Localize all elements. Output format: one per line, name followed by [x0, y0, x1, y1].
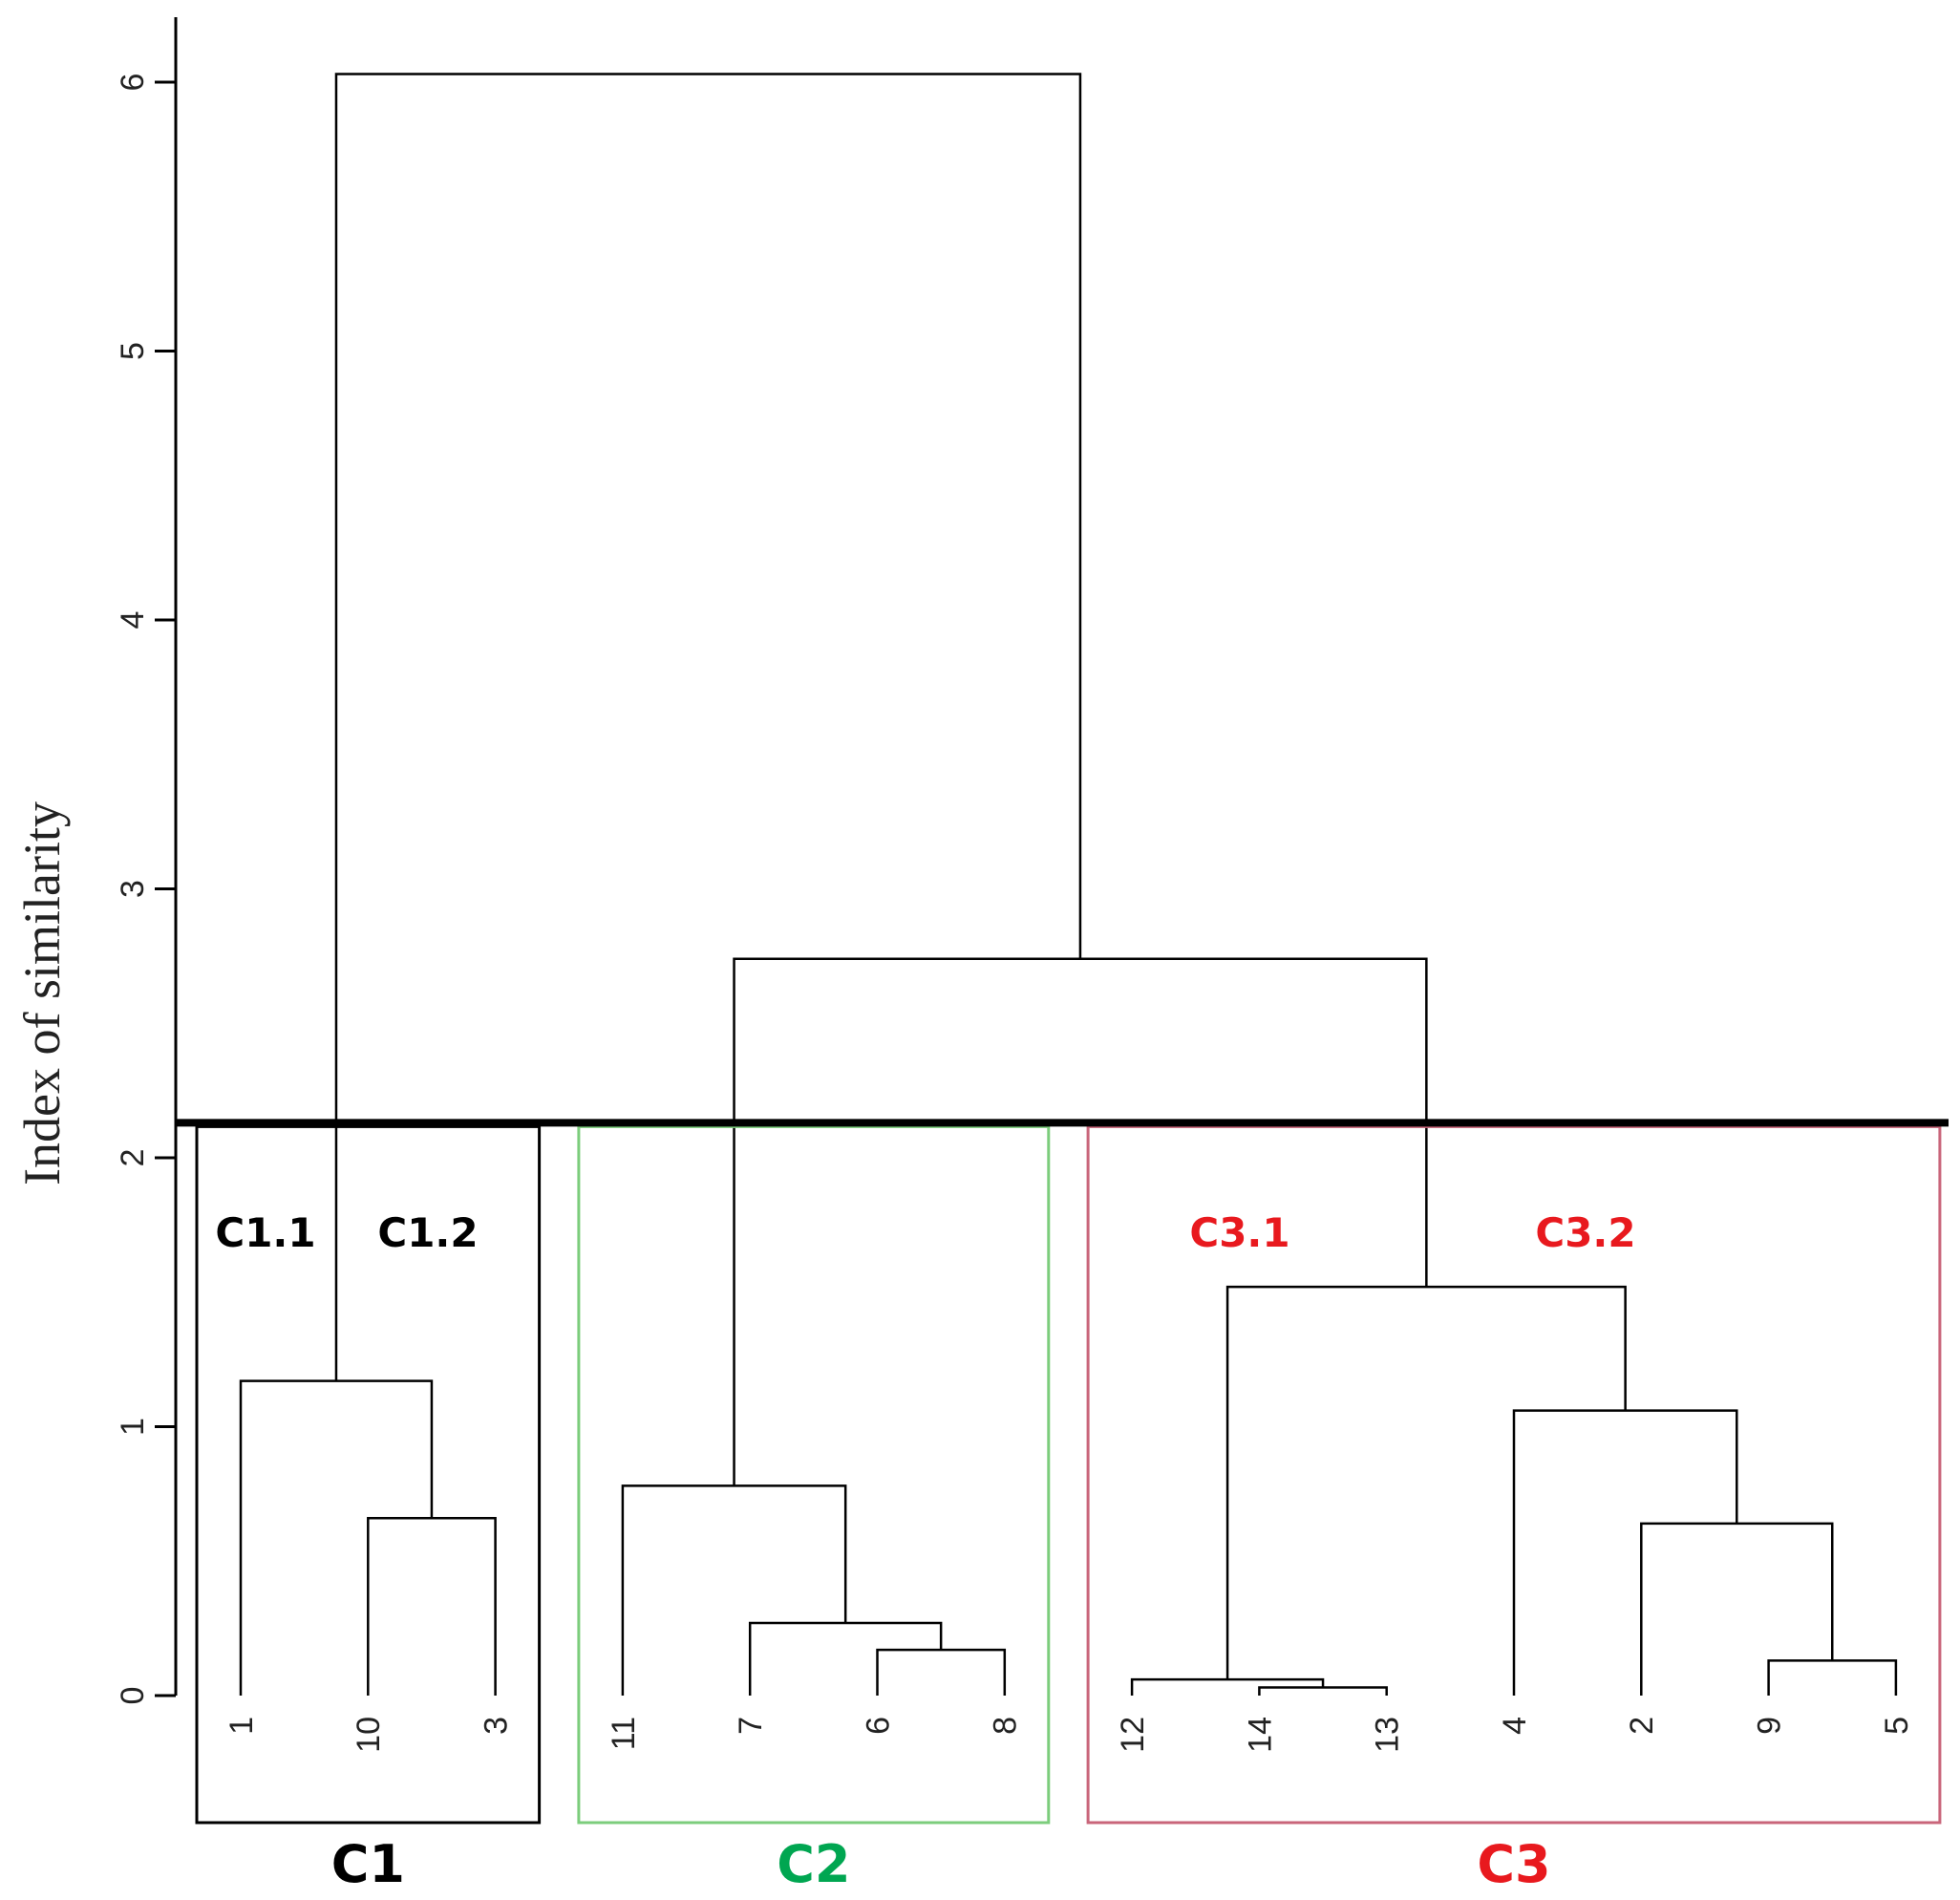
leaf-label-12: 12	[1115, 1717, 1151, 1753]
leaf-label-14: 14	[1242, 1717, 1278, 1753]
leaf-label-7: 7	[733, 1717, 769, 1735]
leaf-label-2: 2	[1624, 1717, 1660, 1735]
leaf-label-9: 9	[1752, 1717, 1788, 1735]
subcluster-label-C3-1: C3.1	[1189, 1209, 1289, 1256]
y-tick-label: 1	[115, 1418, 151, 1436]
y-axis-label: Index of similarity	[13, 801, 71, 1185]
merge-m8	[621, 1484, 847, 1696]
cluster-labels: C1 C2 C3	[331, 1834, 1551, 1894]
y-tick-label: 5	[115, 342, 151, 360]
cluster-label-C1: C1	[331, 1834, 405, 1894]
dendrogram-links	[239, 73, 1898, 1696]
leaf-label-4: 4	[1497, 1717, 1533, 1735]
leaf-label-13: 13	[1370, 1717, 1406, 1753]
y-tick-label: 2	[115, 1149, 151, 1167]
y-axis: 0 1 2 3 4 5 6	[115, 17, 178, 1705]
leaf-label-3: 3	[478, 1717, 514, 1735]
leaf-label-5: 5	[1879, 1717, 1915, 1735]
cluster-label-C3: C3	[1477, 1834, 1550, 1894]
y-tick-label: 4	[115, 611, 151, 630]
leaf-label-11: 11	[606, 1717, 642, 1750]
subcluster-label-C3-2: C3.2	[1535, 1209, 1635, 1256]
merge-m3	[1767, 1659, 1898, 1696]
merge-m5	[748, 1621, 943, 1696]
merge-m10	[239, 1379, 434, 1696]
leaf-label-6: 6	[860, 1717, 896, 1735]
y-tick-label: 0	[115, 1687, 151, 1705]
merge-m11	[1225, 1285, 1627, 1680]
y-tick-label: 6	[115, 74, 151, 92]
cluster-box-C2	[577, 1124, 1051, 1825]
subcluster-labels: C1.1 C1.2 C3.1 C3.2	[215, 1209, 1635, 1256]
cluster-label-C2: C2	[777, 1834, 850, 1894]
merge-m7	[367, 1516, 497, 1696]
merge-m12	[733, 957, 1428, 1486]
leaf-label-8: 8	[988, 1717, 1024, 1735]
leaf-labels: 1 10 3 11 7 6 8 12 14 13 4 2 9 5	[224, 1717, 1915, 1753]
y-tick-label: 3	[115, 880, 151, 898]
subcluster-label-C1-1: C1.1	[215, 1209, 315, 1256]
merge-m4	[876, 1648, 1007, 1696]
merge-m6	[1640, 1522, 1834, 1696]
subcluster-label-C1-2: C1.2	[377, 1209, 478, 1256]
merge-m1	[1258, 1686, 1388, 1696]
leaf-label-1: 1	[224, 1717, 260, 1735]
merge-m13	[334, 73, 1082, 1381]
leaf-label-10: 10	[351, 1717, 387, 1753]
merge-m9	[1512, 1409, 1738, 1696]
